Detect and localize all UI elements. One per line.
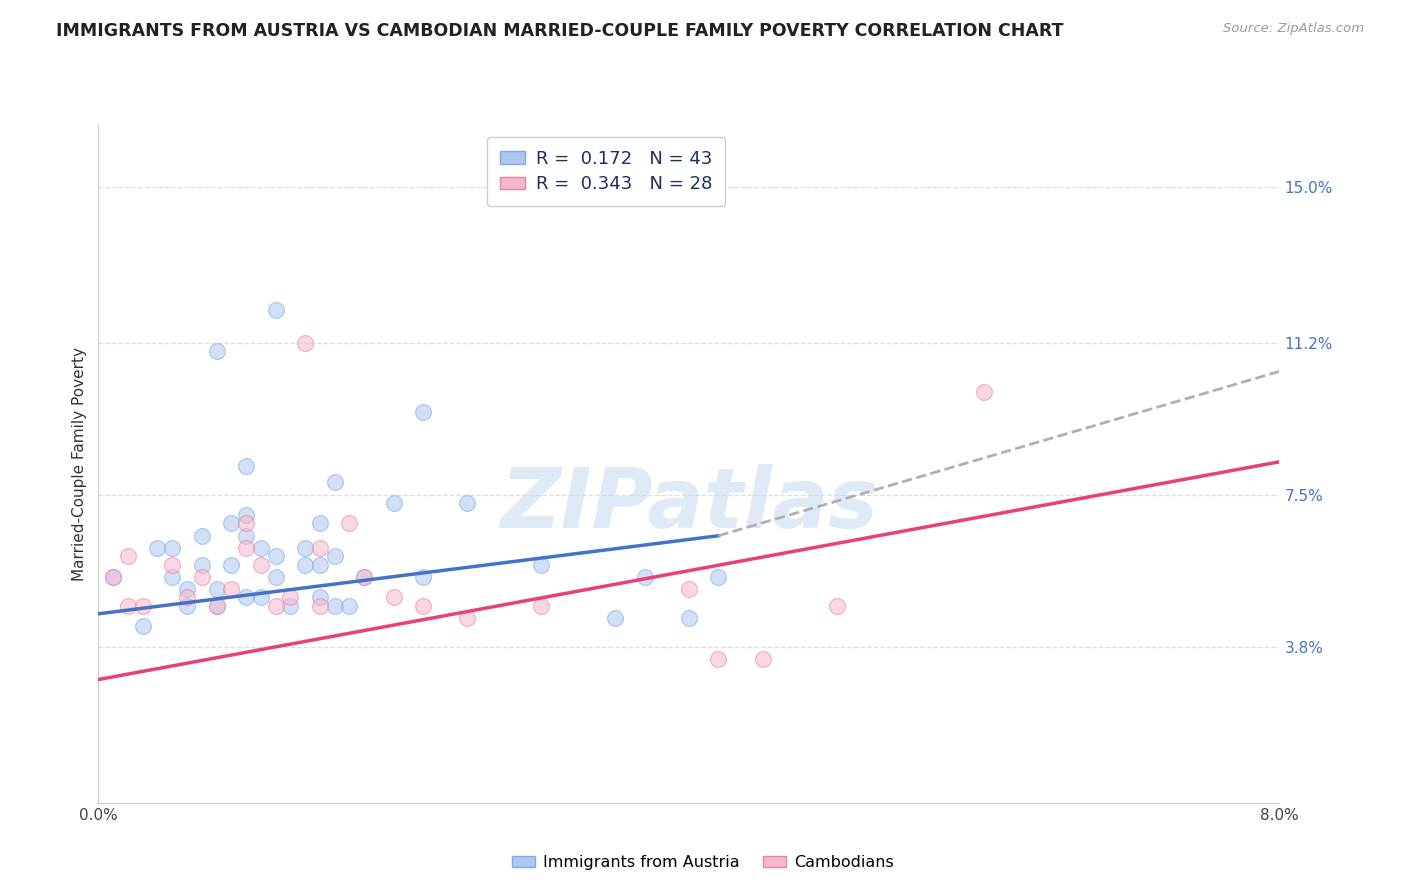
Point — [205, 599, 228, 613]
Point — [264, 549, 287, 564]
Point — [250, 591, 273, 605]
Point — [530, 599, 553, 613]
Point — [308, 541, 332, 555]
Point — [337, 599, 360, 613]
Point — [382, 496, 405, 510]
Point — [264, 599, 287, 613]
Point — [412, 599, 434, 613]
Point — [353, 570, 375, 584]
Point — [605, 611, 627, 625]
Point — [456, 496, 478, 510]
Point — [162, 541, 183, 555]
Point — [308, 558, 332, 572]
Legend: Immigrants from Austria, Cambodians: Immigrants from Austria, Cambodians — [506, 849, 900, 877]
Point — [707, 570, 730, 584]
Point — [323, 475, 346, 490]
Point — [751, 652, 773, 666]
Point — [146, 541, 169, 555]
Point — [103, 570, 125, 584]
Point — [633, 570, 655, 584]
Point — [176, 591, 198, 605]
Point — [205, 599, 228, 613]
Point — [294, 541, 316, 555]
Point — [264, 570, 287, 584]
Point — [191, 529, 214, 543]
Point — [412, 405, 434, 419]
Point — [162, 558, 183, 572]
Point — [132, 599, 155, 613]
Point — [176, 582, 198, 596]
Point — [323, 549, 346, 564]
Point — [219, 582, 242, 596]
Text: IMMIGRANTS FROM AUSTRIA VS CAMBODIAN MARRIED-COUPLE FAMILY POVERTY CORRELATION C: IMMIGRANTS FROM AUSTRIA VS CAMBODIAN MAR… — [56, 22, 1064, 40]
Point — [264, 302, 287, 317]
Point — [103, 570, 125, 584]
Point — [191, 570, 214, 584]
Point — [973, 384, 995, 399]
Point — [250, 558, 273, 572]
Point — [353, 570, 375, 584]
Point — [191, 558, 214, 572]
Point — [707, 652, 730, 666]
Point — [235, 458, 257, 473]
Point — [219, 516, 242, 531]
Point — [308, 591, 332, 605]
Text: Source: ZipAtlas.com: Source: ZipAtlas.com — [1223, 22, 1364, 36]
Point — [235, 508, 257, 523]
Point — [294, 558, 316, 572]
Text: ZIPatlas: ZIPatlas — [501, 464, 877, 545]
Point — [132, 619, 155, 633]
Point — [117, 599, 139, 613]
Point — [235, 541, 257, 555]
Point — [205, 582, 228, 596]
Point — [250, 541, 273, 555]
Point — [308, 516, 332, 531]
Point — [235, 516, 257, 531]
Point — [294, 335, 316, 350]
Point — [337, 516, 360, 531]
Point — [323, 599, 346, 613]
Point — [412, 570, 434, 584]
Point — [176, 599, 198, 613]
Point — [825, 599, 848, 613]
Point — [117, 549, 139, 564]
Point — [678, 611, 700, 625]
Point — [530, 558, 553, 572]
Point — [235, 529, 257, 543]
Point — [308, 599, 332, 613]
Point — [162, 570, 183, 584]
Point — [219, 558, 242, 572]
Point — [382, 591, 405, 605]
Point — [456, 611, 478, 625]
Point — [235, 591, 257, 605]
Point — [678, 582, 700, 596]
Point — [205, 343, 228, 358]
Point — [278, 599, 302, 613]
Y-axis label: Married-Couple Family Poverty: Married-Couple Family Poverty — [72, 347, 87, 581]
Legend: R =  0.172   N = 43, R =  0.343   N = 28: R = 0.172 N = 43, R = 0.343 N = 28 — [488, 137, 725, 206]
Point — [278, 591, 302, 605]
